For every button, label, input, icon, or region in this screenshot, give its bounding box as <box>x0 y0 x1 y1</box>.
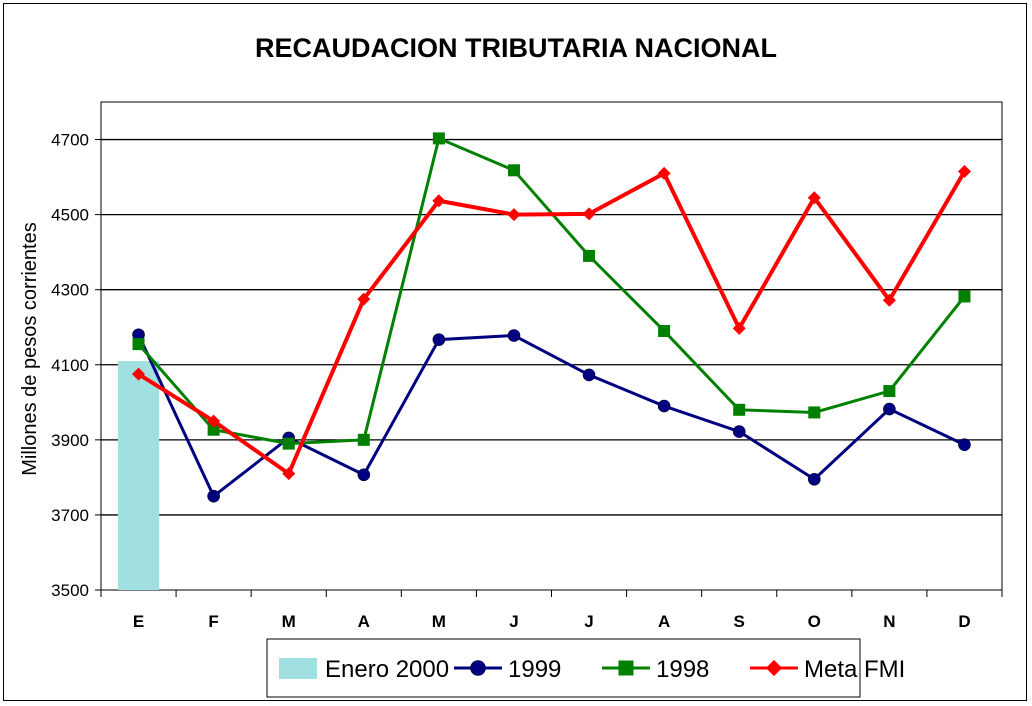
legend-swatch-enero-2000 <box>279 658 317 679</box>
legend-label: Meta FMI <box>804 656 905 683</box>
y-axis-label: Millones de pesos corrientes <box>19 222 41 475</box>
plot-background <box>100 101 1003 591</box>
data-point-meta-fmi <box>582 207 596 221</box>
chart-frame: RECAUDACION TRIBUTARIA NACIONAL 3500 3700… <box>3 3 1027 701</box>
data-point-meta-fmi <box>807 191 821 205</box>
data-point-meta-fmi <box>957 164 971 178</box>
legend-swatch-marker-1998 <box>618 660 634 676</box>
data-point-1998 <box>432 132 445 145</box>
y-tick-label: 4300 <box>51 281 89 300</box>
data-point-1999 <box>883 402 896 416</box>
data-point-1998 <box>583 249 596 262</box>
series-line-1999 <box>137 333 966 499</box>
data-point-meta-fmi <box>882 293 896 307</box>
x-category-label: N <box>883 612 895 631</box>
x-category-label: D <box>958 612 970 631</box>
x-category-label: S <box>734 612 745 631</box>
bar-enero-2000 <box>117 361 160 590</box>
data-point-meta-fmi <box>207 414 221 428</box>
y-tick-label: 3900 <box>51 431 89 450</box>
x-category-label: F <box>208 612 218 631</box>
x-category-label: O <box>808 612 821 631</box>
legend-label: Enero 2000 <box>325 656 449 683</box>
data-point-meta-fmi <box>282 467 296 481</box>
data-point-meta-fmi <box>357 292 371 306</box>
data-point-1998 <box>282 437 295 450</box>
x-category-label: A <box>658 612 670 631</box>
data-point-meta-fmi <box>507 208 521 222</box>
data-point-1999 <box>207 489 220 503</box>
x-category-label: J <box>584 612 593 631</box>
legend-swatch-marker-1999 <box>470 660 486 676</box>
x-category-label: M <box>282 612 296 631</box>
y-tick-label: 4500 <box>51 206 89 225</box>
data-point-1998 <box>357 433 370 446</box>
data-point-1998 <box>958 290 971 303</box>
data-point-1998 <box>808 406 821 419</box>
data-point-1999 <box>657 399 671 413</box>
data-point-1999 <box>357 468 371 482</box>
x-category-label: M <box>432 612 446 631</box>
data-point-1998 <box>507 164 520 177</box>
data-point-1999 <box>958 438 971 452</box>
data-point-1999 <box>732 425 746 438</box>
data-point-1999 <box>807 472 821 486</box>
data-point-1999 <box>507 329 521 342</box>
legend: Enero 2000 1999 1998 Meta FMI <box>266 638 905 698</box>
chart-svg: RECAUDACION TRIBUTARIA NACIONAL 3500 3700… <box>19 33 1003 698</box>
data-point-meta-fmi <box>132 367 146 381</box>
chart-title: RECAUDACION TRIBUTARIA NACIONAL <box>255 33 777 63</box>
legend-label: 1999 <box>508 656 561 683</box>
y-tick-label: 3500 <box>51 581 89 600</box>
data-point-1998 <box>733 403 746 416</box>
data-point-meta-fmi <box>432 194 446 208</box>
series-line-meta-fmi <box>137 170 967 477</box>
data-point-1998 <box>207 423 220 436</box>
data-point-1999 <box>582 368 596 382</box>
data-point-meta-fmi <box>732 321 746 335</box>
y-tick-label: 4100 <box>51 356 89 375</box>
legend-swatch-marker-meta-fmi <box>765 659 783 677</box>
y-tick-label: 4700 <box>51 131 89 150</box>
data-point-1999 <box>432 333 446 346</box>
x-category-label: E <box>133 612 144 631</box>
legend-label: 1998 <box>656 656 709 683</box>
data-point-meta-fmi <box>657 166 671 180</box>
y-tick-label: 3700 <box>51 506 89 525</box>
data-point-1998 <box>883 385 896 398</box>
data-point-1998 <box>132 338 145 351</box>
data-point-1998 <box>658 324 671 337</box>
x-category-label: J <box>509 612 518 631</box>
plot-area: 3500 3700 3900 4100 4300 4500 4700 E F M A M J J A S O N D <box>51 101 1003 631</box>
x-category-label: A <box>358 612 370 631</box>
